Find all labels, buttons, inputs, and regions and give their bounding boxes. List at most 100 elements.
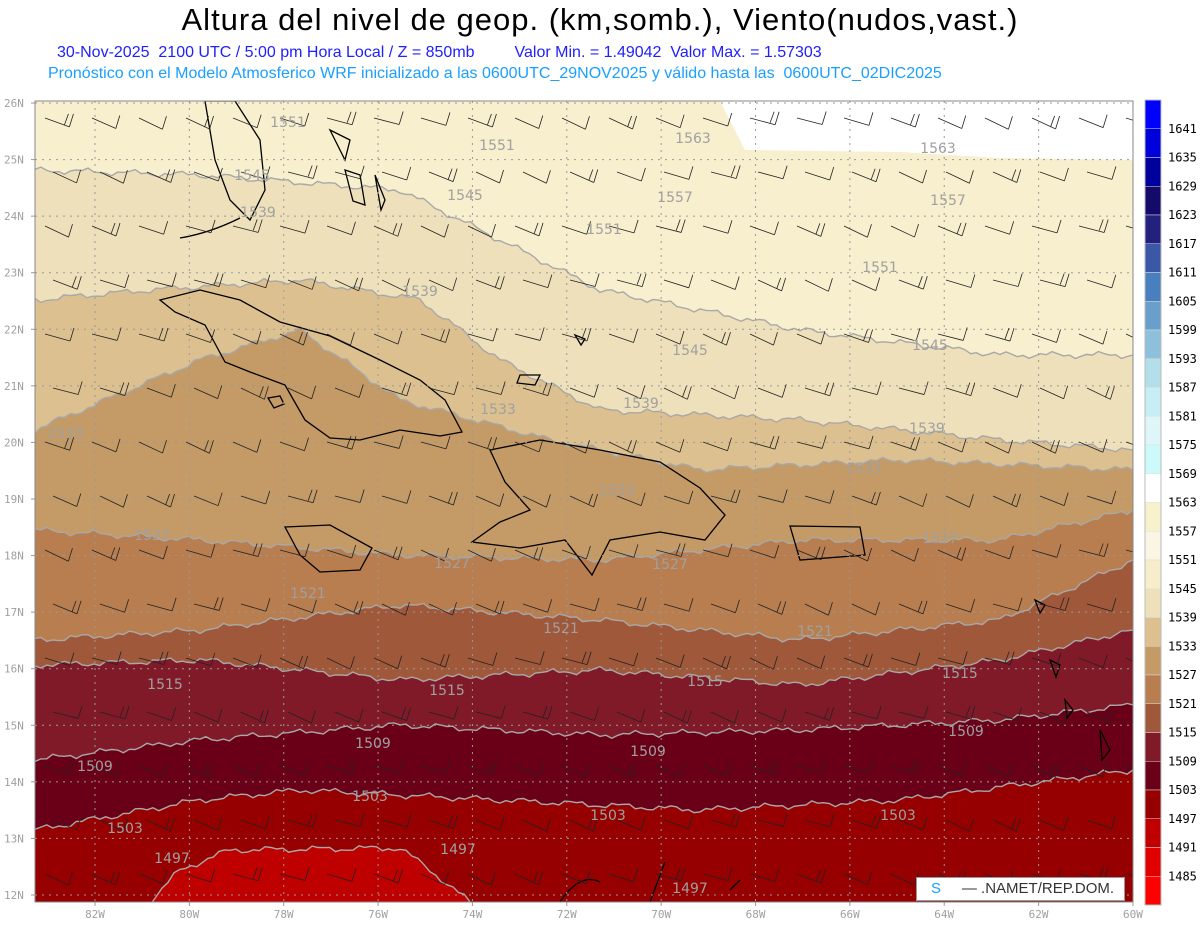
wind-barb — [420, 871, 450, 885]
barb-staff — [522, 711, 549, 720]
barb-flag — [397, 223, 403, 237]
barb-flag — [1111, 598, 1117, 612]
barb-staff — [91, 117, 116, 129]
colorbar-swatch — [1144, 99, 1162, 129]
barb-staff — [240, 495, 266, 505]
barb-staff — [52, 819, 78, 831]
barb-flag — [406, 166, 412, 181]
lat-label: 17N — [4, 606, 24, 619]
barb-staff — [561, 873, 587, 884]
colorbar: 1641 1635 1629 1623 1617 1611 1605 1599 1593 1587… — [1144, 99, 1197, 906]
contour-label: 1521 — [543, 621, 579, 637]
barb-staff — [287, 711, 312, 724]
barb-staff — [138, 657, 165, 666]
barb-flag — [76, 276, 82, 290]
barb-flag — [346, 760, 352, 772]
barb-staff — [44, 549, 69, 562]
wind-barb — [287, 599, 317, 614]
barb-staff — [240, 171, 267, 180]
barb-flag — [593, 493, 598, 508]
barb-staff — [1031, 333, 1057, 343]
wind-barb — [898, 169, 927, 184]
wind-barb — [1039, 709, 1069, 723]
contour-1545 — [35, 166, 1133, 360]
coastline-florida — [204, 101, 266, 222]
wind-barb — [514, 871, 543, 886]
barb-flag — [304, 112, 310, 127]
barb-staff — [749, 549, 775, 559]
lon-label: 62W — [1029, 908, 1049, 921]
barb-flag — [586, 221, 592, 235]
barb-flag — [542, 382, 548, 394]
wind-barb — [44, 223, 73, 238]
barb-flag — [1016, 818, 1021, 832]
colorbar-label: 1485 — [1168, 869, 1197, 883]
wind-barb — [945, 818, 974, 832]
barb-staff — [193, 171, 219, 182]
barb-flag — [1056, 544, 1062, 558]
wind-barb — [843, 329, 873, 343]
barb-flag — [1102, 763, 1108, 777]
wind-barb — [420, 112, 451, 126]
colorbar-label: 1593 — [1168, 352, 1197, 366]
barb-flag — [401, 707, 406, 719]
barb-staff — [420, 765, 447, 773]
barb-staff — [279, 873, 306, 881]
barb-staff — [185, 765, 210, 778]
barb-staff — [1086, 495, 1112, 505]
barb-staff — [608, 549, 635, 558]
barb-staff — [52, 603, 78, 615]
barb-staff — [1078, 765, 1103, 778]
barb-flag — [910, 437, 916, 449]
barb-staff — [99, 387, 125, 396]
colorbar-label: 1545 — [1168, 582, 1197, 596]
wind-barb — [749, 221, 779, 236]
wind-barb — [616, 597, 647, 611]
wind-barb — [749, 544, 780, 559]
barb-flag — [204, 764, 209, 776]
wind-barb — [467, 437, 498, 451]
barb-staff — [381, 603, 406, 616]
barb-flag — [217, 817, 223, 831]
barb-flag — [257, 543, 263, 557]
barb-flag — [915, 652, 921, 666]
barb-flag — [679, 763, 685, 777]
wind-barb — [146, 493, 175, 508]
wind-barb — [287, 385, 317, 400]
barb-staff — [992, 171, 1017, 183]
colorbar-label: 1527 — [1168, 668, 1197, 682]
barb-staff — [467, 549, 492, 562]
barb-staff — [420, 657, 446, 668]
barb-flag — [494, 600, 500, 613]
barb-staff — [232, 225, 259, 233]
barb-staff — [890, 333, 917, 342]
contour-label: 1563 — [920, 141, 956, 157]
wind-barb — [334, 813, 365, 827]
barb-staff — [992, 387, 1018, 398]
barb-flag — [824, 707, 829, 719]
lat-label: 16N — [4, 663, 24, 676]
barb-flag — [312, 489, 318, 503]
barb-staff — [616, 171, 642, 182]
barb-flag — [922, 169, 927, 184]
barb-staff — [851, 495, 877, 506]
barb-staff — [804, 171, 830, 181]
colorbar-swatch — [1144, 531, 1162, 561]
barb-flag — [636, 273, 642, 285]
wind-barb — [1125, 873, 1133, 877]
barb-flag — [547, 599, 553, 613]
barb-flag — [124, 705, 130, 720]
wind-barb — [945, 599, 976, 613]
colorbar-swatch — [1144, 473, 1162, 503]
barb-flag — [77, 381, 83, 395]
barb-staff — [185, 333, 211, 343]
barb-flag — [351, 111, 357, 125]
barb-flag — [870, 168, 876, 180]
barb-flag — [533, 222, 539, 235]
wind-barb — [232, 763, 262, 778]
wind-barb — [843, 112, 874, 126]
wind-barb — [240, 386, 269, 400]
wind-barb — [91, 327, 122, 341]
barb-flag — [586, 545, 591, 560]
barb-flag — [594, 273, 600, 287]
